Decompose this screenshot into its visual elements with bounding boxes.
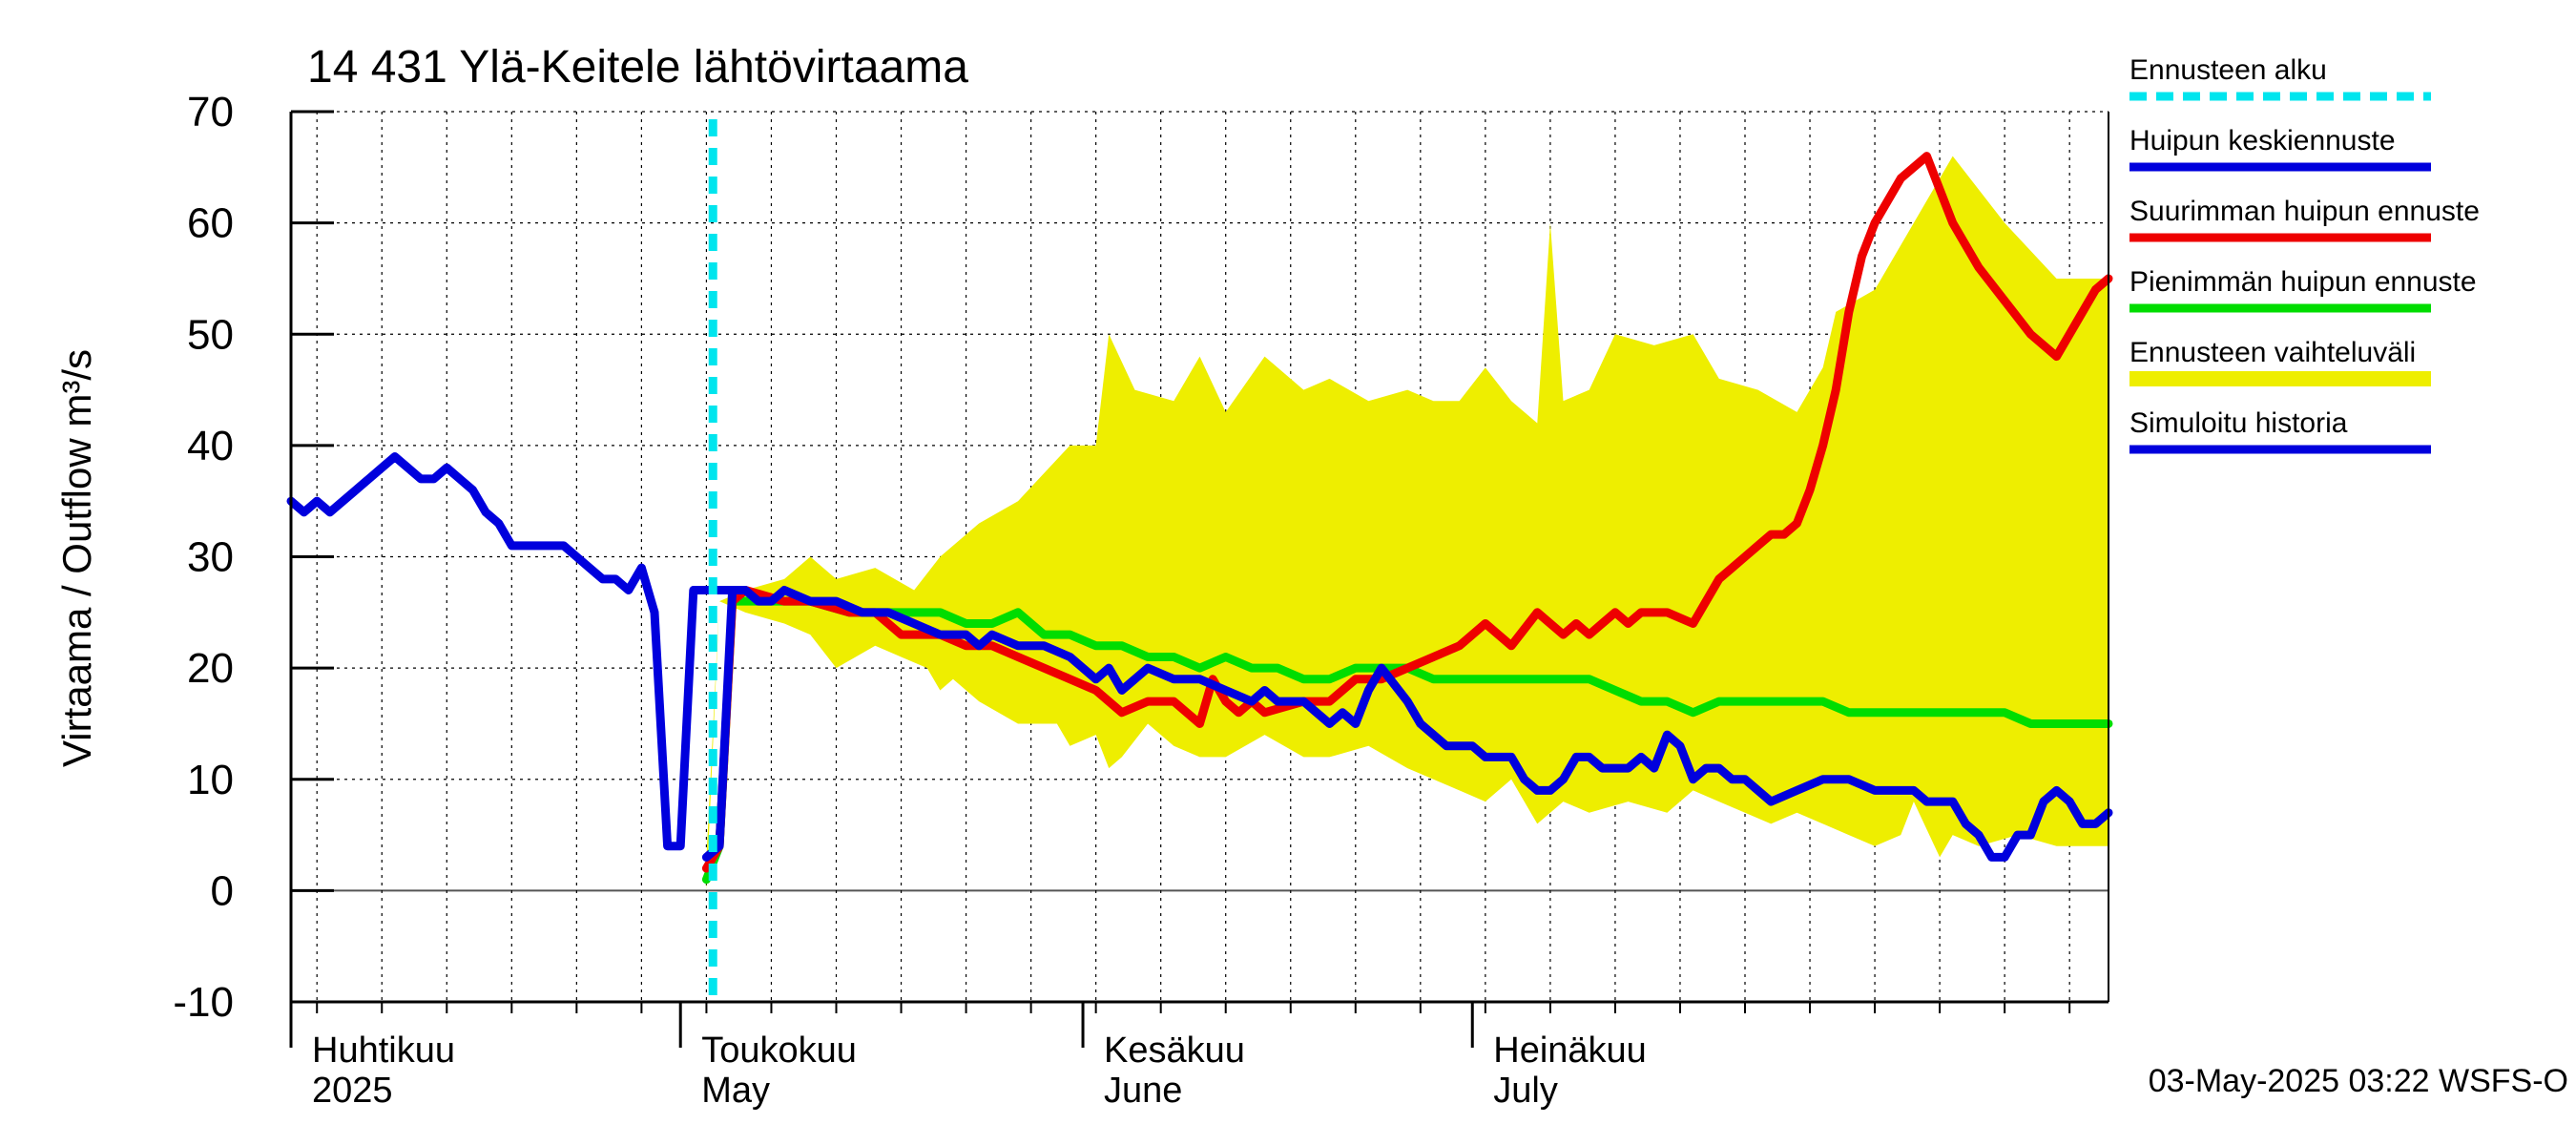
legend-label: Simuloitu historia [2129, 407, 2348, 439]
range-band-area [706, 156, 2109, 891]
y-axis-ticks: -10 0 10 20 30 40 50 60 70 [173, 89, 334, 1026]
legend: Ennusteen alku Huipun keskiennuste Suurimm… [2129, 54, 2480, 454]
y-tick-label: 50 [187, 311, 234, 358]
legend-label: Ennusteen alku [2129, 54, 2327, 86]
x-month-label: Huhtikuu [312, 1030, 455, 1071]
x-month-label: Kesäkuu [1104, 1030, 1245, 1071]
y-tick-label: 40 [187, 423, 234, 469]
x-month-label: Heinäkuu [1493, 1030, 1647, 1071]
x-month-label: Toukokuu [701, 1030, 857, 1071]
y-axis-label: Virtaama / Outflow m³/s [54, 349, 99, 767]
mean-peak-line [701, 585, 2113, 862]
y-tick-label: 20 [187, 645, 234, 692]
x-month-sublabel: July [1493, 1071, 1558, 1111]
history-line [286, 452, 737, 851]
y-tick-label: 10 [187, 757, 234, 803]
forecast-range-band [706, 156, 2109, 891]
legend-label: Suurimman huipun ennuste [2129, 196, 2480, 227]
y-tick-label: -10 [173, 979, 234, 1026]
series-lines [286, 152, 2113, 885]
x-month-sublabel: June [1104, 1071, 1182, 1111]
legend-label: Huipun keskiennuste [2129, 125, 2396, 156]
footer-timestamp: 03-May-2025 03:22 WSFS-O [2149, 1063, 2568, 1099]
legend-label: Ennusteen vaihteluväli [2129, 337, 2416, 368]
x-month-sublabel: May [701, 1071, 770, 1111]
y-tick-label: 30 [187, 534, 234, 581]
y-tick-label: 0 [211, 867, 234, 914]
max-peak-line [701, 152, 2113, 873]
x-month-sublabel: 2025 [312, 1071, 393, 1111]
legend-swatch-band [2129, 371, 2431, 386]
y-tick-label: 70 [187, 89, 234, 135]
y-tick-label: 60 [187, 200, 234, 247]
legend-label: Pienimmän huipun ennuste [2129, 266, 2477, 298]
chart-title: 14 431 Ylä-Keitele lähtövirtaama [307, 42, 968, 93]
